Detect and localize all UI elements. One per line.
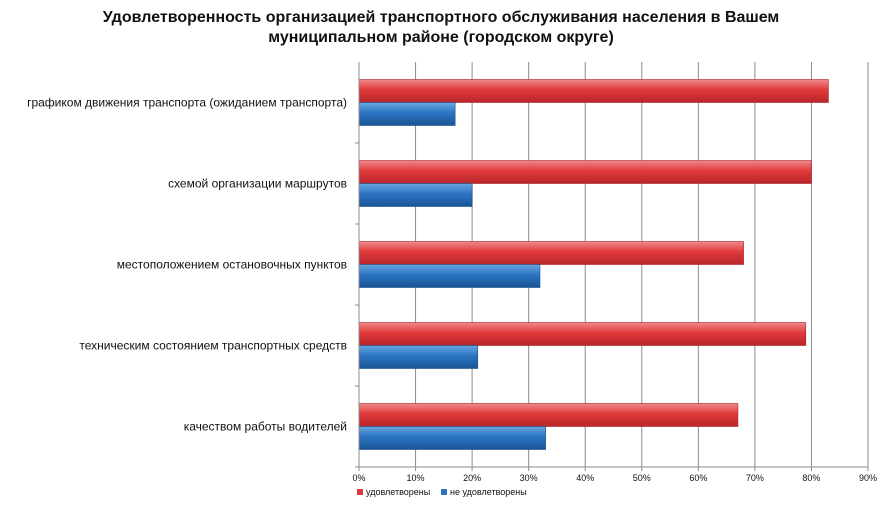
- bars: [358, 79, 829, 450]
- bar-unsatisfied: [358, 264, 541, 288]
- x-tick-label: 80%: [802, 473, 820, 483]
- legend-label-unsatisfied: не удовлетворены: [450, 487, 527, 497]
- bar-satisfied: [358, 403, 739, 427]
- legend-label-satisfied: удовлетворены: [366, 487, 430, 497]
- category-label: местоположением остановочных пунктов: [117, 258, 347, 272]
- category-label: графиком движения транспорта (ожиданием …: [27, 96, 347, 110]
- axes: [355, 62, 869, 471]
- x-tick-label: 60%: [689, 473, 707, 483]
- bar-satisfied: [358, 322, 807, 346]
- x-tick-label: 0%: [352, 473, 365, 483]
- bar-unsatisfied: [358, 183, 473, 207]
- bar-unsatisfied: [358, 102, 456, 126]
- bar-satisfied: [358, 160, 812, 184]
- x-tick-label: 90%: [859, 473, 877, 483]
- chart-title-line-2: муниципальном районе (городском округе): [268, 29, 614, 46]
- x-tick-label: 40%: [576, 473, 594, 483]
- chart-title-line-1: Удовлетворенность организацией транспорт…: [103, 9, 780, 26]
- bar-unsatisfied: [358, 426, 546, 450]
- category-labels: графиком движения транспорта (ожиданием …: [27, 96, 347, 434]
- bar-satisfied: [358, 79, 829, 103]
- x-tick-label: 10%: [407, 473, 425, 483]
- category-label: качеством работы водителей: [184, 420, 347, 434]
- legend: удовлетворены не удовлетворены: [357, 487, 527, 497]
- x-tick-labels: 0% 10% 20% 30% 40% 50% 60% 70% 80% 90%: [352, 473, 877, 483]
- category-label: техническим состоянием транспортных сред…: [79, 339, 347, 353]
- legend-swatch-satisfied: [357, 489, 363, 495]
- category-label: схемой организации маршрутов: [168, 177, 347, 191]
- x-tick-label: 50%: [633, 473, 651, 483]
- x-tick-label: 70%: [746, 473, 764, 483]
- x-tick-label: 30%: [520, 473, 538, 483]
- bar-unsatisfied: [358, 345, 479, 369]
- legend-swatch-unsatisfied: [441, 489, 447, 495]
- bar-satisfied: [358, 241, 744, 265]
- x-tick-label: 20%: [463, 473, 481, 483]
